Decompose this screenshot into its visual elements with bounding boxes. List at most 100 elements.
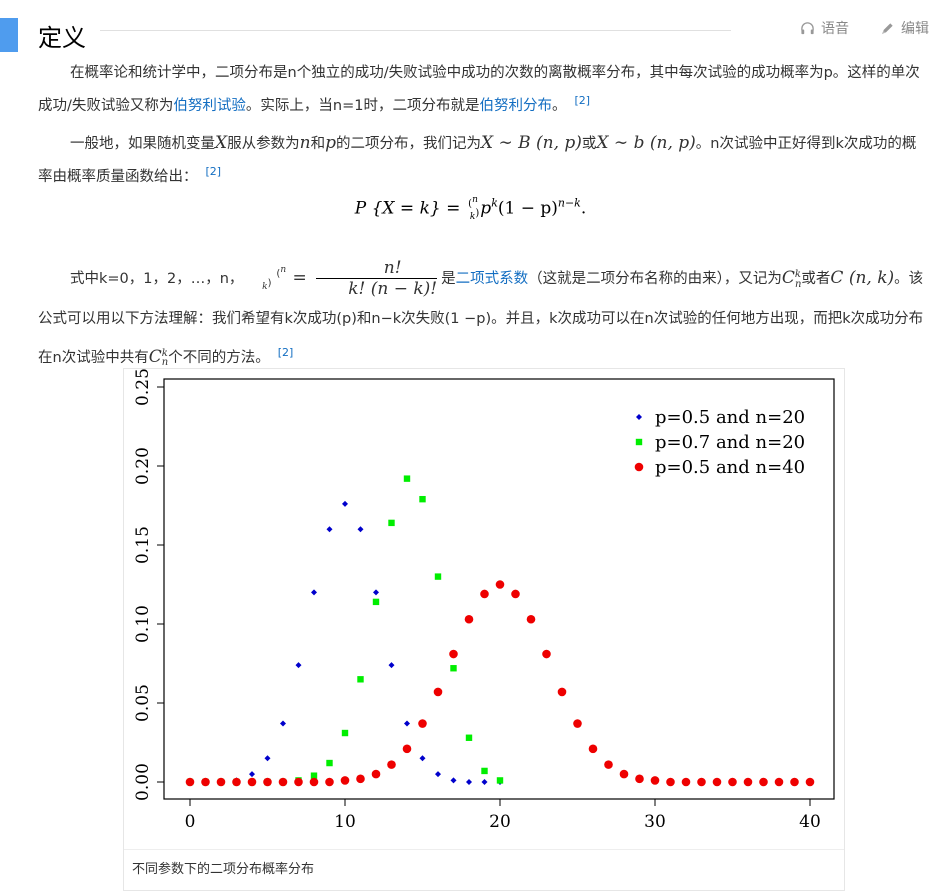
y-tick-label: 0.20 — [133, 447, 153, 485]
data-point-diamond — [435, 771, 441, 778]
legend-marker — [635, 438, 643, 446]
pencil-icon — [881, 22, 893, 34]
data-point-square — [388, 519, 395, 527]
link-binomial-coefficient[interactable]: 二项式系数 — [455, 270, 529, 287]
data-point-diamond — [249, 771, 255, 778]
math-subscript: n — [161, 357, 169, 369]
data-point-circle — [201, 777, 210, 787]
section-divider — [100, 30, 731, 31]
x-tick-label: 40 — [799, 812, 821, 832]
data-point-square — [326, 759, 333, 767]
p2-text: 或 — [581, 136, 597, 152]
data-point-circle — [278, 777, 288, 787]
plot-frame — [163, 378, 835, 800]
math-expression: C (n, k) — [830, 267, 895, 288]
math-equals: = — [287, 267, 313, 288]
math-symbol: X — [215, 133, 228, 153]
data-point-circle — [418, 719, 427, 728]
math-expression: X ∼ B (n, p) — [480, 133, 582, 153]
data-point-square — [434, 573, 442, 580]
data-point-circle — [247, 777, 257, 787]
formula-term: (1 − p) — [497, 198, 558, 219]
figure-caption: 不同参数下的二项分布概率分布 — [124, 849, 844, 889]
legend-marker — [636, 414, 642, 420]
voice-label: 语音 — [821, 21, 849, 37]
data-point-circle — [356, 774, 365, 784]
x-tick-label: 0 — [185, 812, 196, 832]
data-point-circle — [309, 777, 319, 787]
data-point-circle — [263, 777, 272, 787]
data-point-diamond — [280, 720, 286, 727]
formula-exponent: n−k — [557, 196, 581, 210]
data-point-square — [419, 495, 426, 503]
data-point-diamond — [326, 526, 333, 533]
data-point-circle — [294, 777, 303, 787]
fraction-numerator: n! — [316, 258, 438, 280]
data-point-circle — [464, 614, 474, 624]
paragraph-coefficient: 式中k=0，1，2，…，n， (n k) = n! k! (n − k)! 是二项式系… — [38, 258, 930, 380]
data-point-circle — [790, 777, 799, 787]
formula-exponent: k — [491, 196, 498, 210]
math-symbol: C — [781, 267, 795, 288]
section-header: 定义 语音 编辑 — [0, 10, 941, 52]
data-point-circle — [325, 777, 334, 787]
edit-button[interactable]: 编辑 — [880, 18, 929, 38]
data-point-circle — [185, 777, 195, 787]
data-point-diamond — [357, 526, 364, 533]
data-point-diamond — [481, 779, 488, 785]
paragraph-definition: 在概率论和统计学中，二项分布是n个独立的成功/失败试验中成功的次数的离散概率分布… — [38, 60, 930, 120]
reference-link[interactable]: [2] — [277, 345, 294, 359]
data-point-diamond — [450, 777, 457, 784]
pmf-formula: P {X = k} = (n k)pk(1 − p)n−k. — [0, 195, 941, 222]
x-tick-label: 20 — [489, 812, 511, 832]
data-point-circle — [650, 776, 660, 785]
data-point-circle — [743, 777, 753, 787]
data-point-circle — [480, 589, 489, 599]
y-tick-label: 0.05 — [133, 684, 153, 722]
data-point-circle — [666, 777, 675, 787]
data-point-square — [465, 734, 473, 741]
math-subscript: n — [794, 278, 802, 290]
data-point-square — [372, 598, 380, 606]
binomial-chart: 0 10 20 30 40 0.00 0.05 0.10 0.15 0.20 0.25 p=0.5 a… — [133, 368, 835, 832]
data-point-circle — [759, 777, 768, 787]
data-point-diamond — [466, 779, 472, 785]
p2-text: 一般地，如果随机变量 — [70, 136, 215, 152]
link-bernoulli-trial[interactable]: 伯努利试验 — [173, 97, 246, 114]
p2-text: 服从参数为 — [227, 136, 300, 152]
p1-text: 。实际上，当n=1时，二项分布就是 — [245, 97, 480, 114]
p3-text: 个不同的方法。 — [168, 349, 270, 366]
data-point-square — [496, 777, 504, 784]
reference-link[interactable]: [2] — [574, 94, 591, 107]
voice-button[interactable]: 语音 — [800, 18, 849, 38]
math-symbol: C — [148, 346, 162, 367]
data-point-circle — [495, 580, 505, 589]
p2-text: 和 — [310, 136, 326, 152]
math-superscript: k — [161, 347, 168, 359]
data-point-square — [481, 767, 488, 775]
formula-lhs: P {X = k} = — [354, 198, 466, 219]
legend-label: p=0.5 and n=20 — [655, 407, 805, 428]
p3-text: 。该公式可以用以下方法理解：我们希望有k次成功(p)和n−k次失败(1 −p)。… — [38, 270, 924, 366]
p3-text: （这就是二项分布名称的由来），又记为 — [528, 270, 782, 287]
data-point-circle — [449, 649, 458, 659]
data-point-circle — [728, 777, 737, 787]
data-point-circle — [588, 744, 598, 754]
reference-link[interactable]: [2] — [205, 165, 222, 178]
y-tick-label: 0.25 — [133, 369, 153, 406]
p3-text: 是 — [441, 270, 456, 287]
data-point-circle — [433, 687, 443, 697]
headphones-icon — [801, 21, 814, 34]
section-accent-bar — [0, 18, 18, 52]
data-point-diamond — [404, 720, 410, 727]
data-point-square — [357, 676, 364, 683]
data-point-diamond — [419, 755, 426, 762]
formula-p: p — [480, 198, 492, 219]
data-point-circle — [371, 769, 381, 779]
data-point-circle — [402, 744, 412, 754]
binomial-fraction: n! k! (n − k)! — [316, 258, 438, 299]
data-point-diamond — [373, 589, 379, 596]
data-point-diamond — [295, 662, 302, 669]
data-point-circle — [619, 769, 629, 779]
link-bernoulli-distribution[interactable]: 伯努利分布 — [479, 97, 552, 114]
